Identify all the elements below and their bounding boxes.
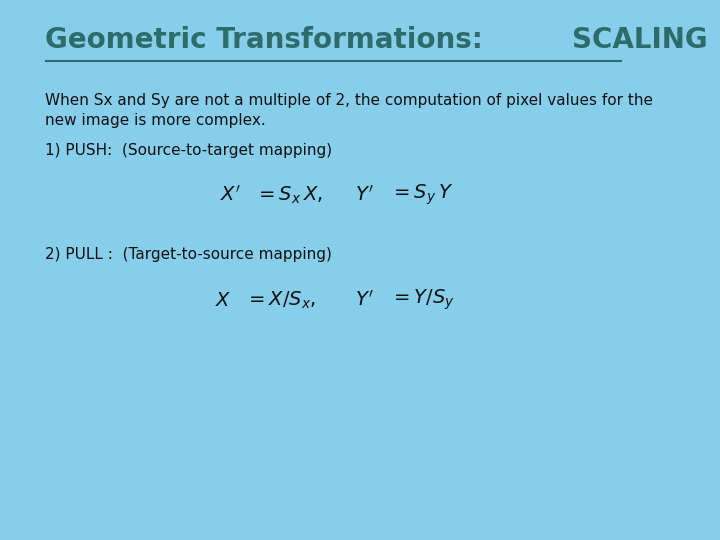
Text: Geometric Transformations:: Geometric Transformations:	[45, 26, 492, 54]
Text: $= Y/S_y$: $= Y/S_y$	[390, 288, 455, 312]
Text: $Y'$: $Y'$	[355, 290, 374, 310]
Text: SCALING: SCALING	[572, 26, 708, 54]
Text: 2) PULL :  (Target-to-source mapping): 2) PULL : (Target-to-source mapping)	[45, 247, 332, 262]
Text: When Sx and Sy are not a multiple of 2, the computation of pixel values for the: When Sx and Sy are not a multiple of 2, …	[45, 92, 653, 107]
Text: $X'$: $X'$	[220, 185, 241, 205]
Text: $X$: $X$	[215, 291, 232, 309]
Text: new image is more complex.: new image is more complex.	[45, 113, 266, 129]
Text: $= S_y\,Y$: $= S_y\,Y$	[390, 183, 454, 207]
Text: 1) PUSH:  (Source-to-target mapping): 1) PUSH: (Source-to-target mapping)	[45, 143, 332, 158]
Text: $Y'$: $Y'$	[355, 185, 374, 205]
Text: $= S_x\,X,$: $= S_x\,X,$	[255, 184, 323, 206]
Text: $= X/S_x,$: $= X/S_x,$	[245, 289, 316, 310]
